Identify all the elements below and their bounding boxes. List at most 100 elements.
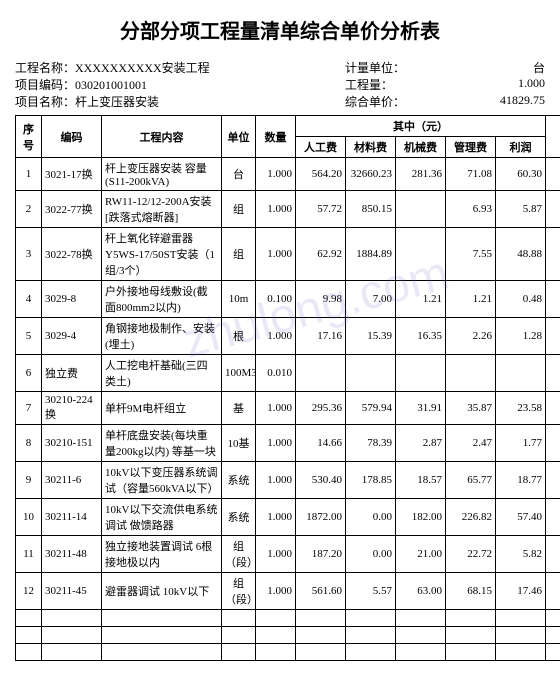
cell-machine: 16.35 <box>396 318 446 355</box>
cell-manage: 2.47 <box>446 425 496 462</box>
cell-machine: 21.00 <box>396 536 446 573</box>
cell-machine <box>396 228 446 281</box>
cell-unit: 100M3 <box>222 355 256 392</box>
cell-desc: 10kV以下交流供电系统调试 做馈路器 <box>102 499 222 536</box>
cell-code: 3022-77换 <box>42 191 102 228</box>
table-row: 33022-78换杆上氧化锌避雷器Y5WS-17/50ST安装（1组/3个）组1… <box>16 228 560 281</box>
cell-unit: 10m <box>222 281 256 318</box>
cell-qty: 1.000 <box>256 462 296 499</box>
cell-machine: 31.91 <box>396 392 446 425</box>
cell-qty: 1.000 <box>256 573 296 610</box>
cell-profit: 60.30 <box>496 158 546 191</box>
cell-subtotal: 238.60 <box>546 536 560 573</box>
cell-code: 30210-151 <box>42 425 102 462</box>
cell-profit <box>496 355 546 392</box>
cell-material: 78.39 <box>346 425 396 462</box>
cell-seq: 12 <box>16 573 42 610</box>
cell-profit: 1.77 <box>496 425 546 462</box>
cell-material: 7.00 <box>346 281 396 318</box>
table-row: 1230211-45避雷器调试 10kV以下组（段）1.000561.605.5… <box>16 573 560 610</box>
data-table: 序号 编码 工程内容 单位 数量 其中（元） 小计 人工费 材料费 机械费 管理… <box>15 115 560 661</box>
cell-machine: 1.21 <box>396 281 446 318</box>
table-row-empty <box>16 644 560 661</box>
cell-profit: 23.58 <box>496 392 546 425</box>
cell-seq: 3 <box>16 228 42 281</box>
cell-material: 850.15 <box>346 191 396 228</box>
table-row: 1130211-48独立接地装置调试 6根接地极以内组（段）1.000187.2… <box>16 536 560 573</box>
table-row: 43029-8户外接地母线敷设(截面800mm2以内)10m0.1009.987… <box>16 281 560 318</box>
cell-material: 15.39 <box>346 318 396 355</box>
cell-machine: 182.00 <box>396 499 446 536</box>
cell-desc: 杆上变压器安装 容量(S11-200kVA) <box>102 158 222 191</box>
cell-seq: 10 <box>16 499 42 536</box>
cell-qty: 1.000 <box>256 499 296 536</box>
cell-unit: 根 <box>222 318 256 355</box>
table-row: 6独立费人工挖电杆基础(三四类土)100M30.01010.34 <box>16 355 560 392</box>
page-title: 分部分项工程量清单综合单价分析表 <box>15 15 545 44</box>
cell-code: 30210-224换 <box>42 392 102 425</box>
cell-manage: 22.72 <box>446 536 496 573</box>
col-machine: 机械费 <box>396 137 446 158</box>
qty-value: 1.000 <box>518 76 545 91</box>
cell-material: 1884.89 <box>346 228 396 281</box>
unit-label: 计量单位： <box>345 61 405 75</box>
cell-qty: 1.000 <box>256 392 296 425</box>
cell-manage: 6.93 <box>446 191 496 228</box>
cell-labor <box>296 355 346 392</box>
cell-code: 独立费 <box>42 355 102 392</box>
cell-manage: 2.26 <box>446 318 496 355</box>
project-name-label: 工程名称： <box>15 61 75 75</box>
cell-profit: 57.40 <box>496 499 546 536</box>
cell-qty: 0.010 <box>256 355 296 392</box>
item-name-label: 项目名称： <box>15 95 75 109</box>
cell-unit: 系统 <box>222 462 256 499</box>
cell-unit: 组 <box>222 191 256 228</box>
col-breakdown: 其中（元） <box>296 116 546 137</box>
cell-manage: 35.87 <box>446 392 496 425</box>
cell-profit: 5.82 <box>496 536 546 573</box>
unit-value: 台 <box>533 59 545 76</box>
price-label: 综合单价： <box>345 95 405 109</box>
cell-material: 0.00 <box>346 536 396 573</box>
cell-subtotal: 33637.17 <box>546 158 560 191</box>
cell-unit: 组（段） <box>222 573 256 610</box>
cell-material: 32660.23 <box>346 158 396 191</box>
cell-machine <box>396 191 446 228</box>
table-row: 730210-224换单杆9M电杆组立基1.000295.36579.9431.… <box>16 392 560 425</box>
cell-labor: 9.98 <box>296 281 346 318</box>
cell-desc: 避雷器调试 10kV以下 <box>102 573 222 610</box>
cell-machine: 281.36 <box>396 158 446 191</box>
cell-labor: 561.60 <box>296 573 346 610</box>
cell-seq: 1 <box>16 158 42 191</box>
cell-code: 3029-8 <box>42 281 102 318</box>
project-code: 030201001001 <box>75 78 147 92</box>
cell-subtotal: 810.59 <box>546 462 560 499</box>
cell-desc: 单杆底盘安装(每块重量200kg以内) 等基一块 <box>102 425 222 462</box>
table-row: 1030211-1410kV以下交流供电系统调试 做馈路器系统1.0001872… <box>16 499 560 536</box>
table-row-empty <box>16 627 560 644</box>
cell-profit: 48.88 <box>496 228 546 281</box>
cell-seq: 5 <box>16 318 42 355</box>
cell-seq: 7 <box>16 392 42 425</box>
header-block: 工程名称：XXXXXXXXXX安装工程 计量单位：台 项目编码：03020100… <box>15 59 545 110</box>
cell-manage: 65.77 <box>446 462 496 499</box>
cell-qty: 1.000 <box>256 158 296 191</box>
cell-labor: 530.40 <box>296 462 346 499</box>
cell-manage: 68.15 <box>446 573 496 610</box>
cell-material <box>346 355 396 392</box>
cell-material: 0.00 <box>346 499 396 536</box>
cell-machine: 2.87 <box>396 425 446 462</box>
cell-subtotal: 966.66 <box>546 392 560 425</box>
item-name: 杆上变压器安装 <box>75 95 159 109</box>
project-code-label: 项目编码： <box>15 78 75 92</box>
cell-seq: 2 <box>16 191 42 228</box>
col-material: 材料费 <box>346 137 396 158</box>
cell-subtotal: 52.44 <box>546 318 560 355</box>
cell-seq: 9 <box>16 462 42 499</box>
cell-subtotal: 715.78 <box>546 573 560 610</box>
cell-desc: 10kV以下变压器系统调试（容量560kVA以下） <box>102 462 222 499</box>
col-desc: 工程内容 <box>102 116 222 158</box>
cell-manage <box>446 355 496 392</box>
cell-labor: 564.20 <box>296 158 346 191</box>
cell-material: 178.85 <box>346 462 396 499</box>
